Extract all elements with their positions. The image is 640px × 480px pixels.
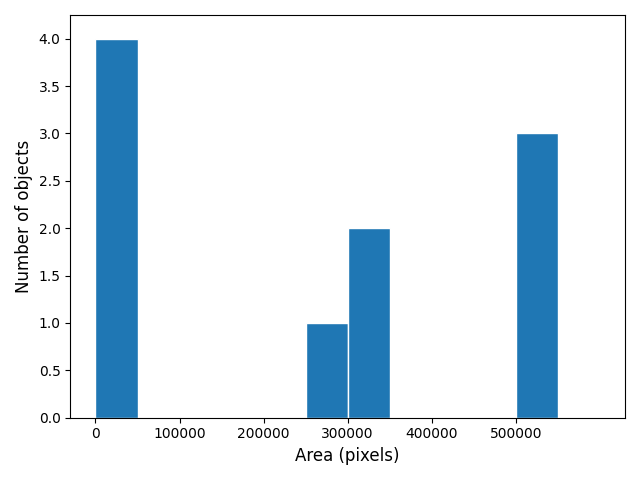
Bar (306, 323, 348, 418)
Bar (348, 228, 390, 418)
X-axis label: Area (pixels): Area (pixels) (296, 447, 400, 465)
Bar (516, 133, 558, 418)
Bar (95, 39, 138, 418)
Y-axis label: Number of objects: Number of objects (15, 140, 33, 293)
